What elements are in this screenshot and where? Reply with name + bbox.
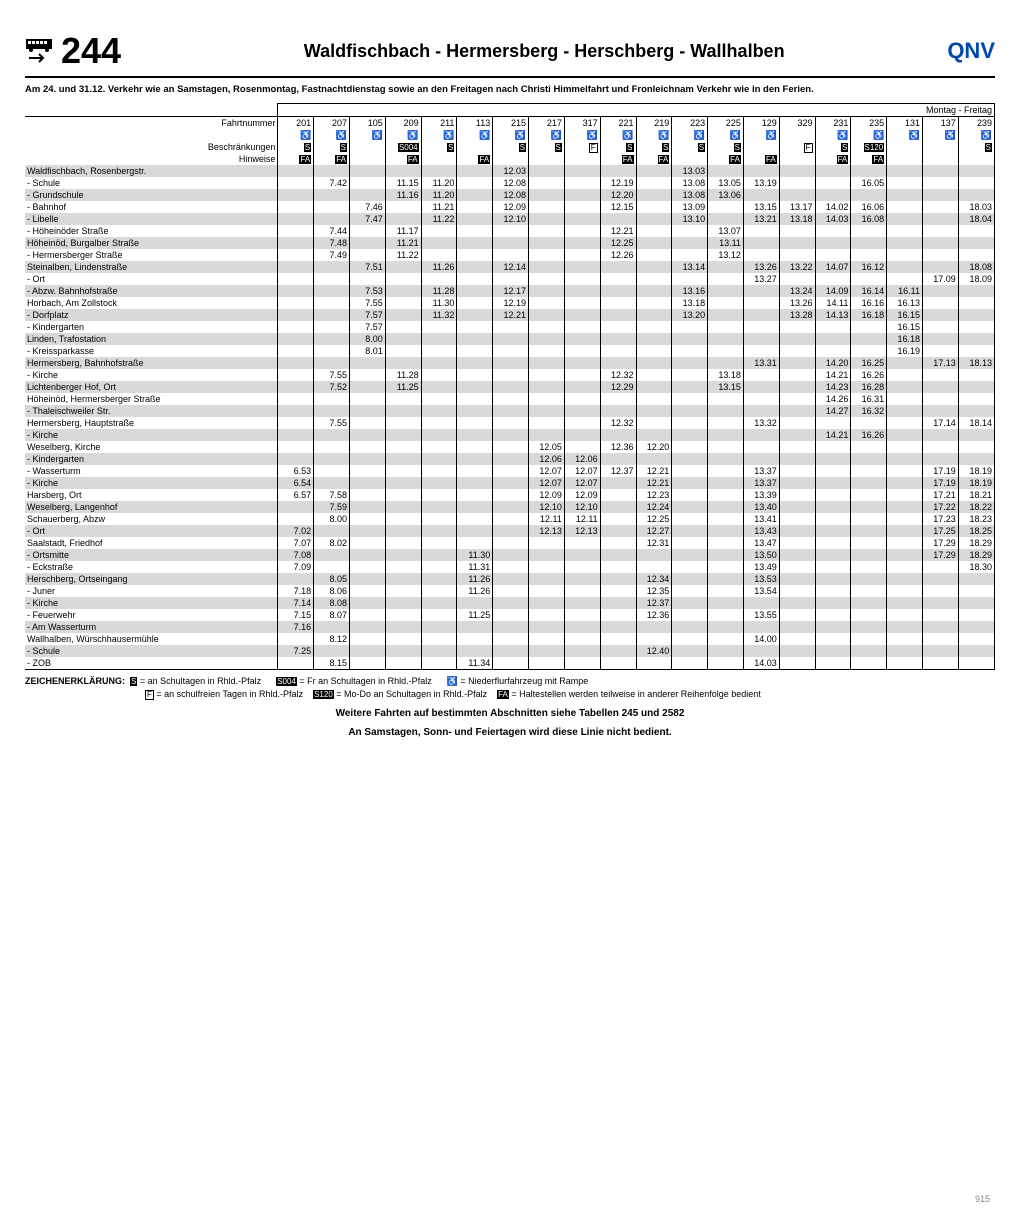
footer-note-1: Weitere Fahrten auf bestimmten Abschnitt… bbox=[25, 708, 995, 719]
footer-note-2: An Samstagen, Sonn- und Feiertagen wird … bbox=[25, 727, 995, 738]
timetable-row: - Dorfplatz7.5711.3212.2113.2013.2814.13… bbox=[25, 309, 995, 321]
timetable-row: Wallhalben, Würschhausermühle8.1214.00 bbox=[25, 633, 995, 645]
timetable-row: - Schule7.4211.1511.2012.0812.1913.0813.… bbox=[25, 177, 995, 189]
timetable-row: - Kirche6.5412.0712.0712.2113.3717.1918.… bbox=[25, 477, 995, 489]
timetable-row: - Kindergarten12.0612.06 bbox=[25, 453, 995, 465]
timetable-row: Weselberg, Kirche12.0512.3612.20 bbox=[25, 441, 995, 453]
timetable-row: - Am Wasserturm7.16 bbox=[25, 621, 995, 633]
timetable-row: - Eckstraße7.0911.3113.4918.30 bbox=[25, 561, 995, 573]
route-title: Waldfischbach - Hermersberg - Herschberg… bbox=[141, 41, 947, 62]
timetable-row: - Abzw. Bahnhofstraße7.5311.2812.1713.16… bbox=[25, 285, 995, 297]
page-number: 915 bbox=[975, 1194, 990, 1204]
timetable-row: - Hermersberger Straße7.4911.2212.2613.1… bbox=[25, 249, 995, 261]
timetable-row: - Libelle7.4711.2212.1013.1013.2113.1814… bbox=[25, 213, 995, 225]
timetable-row: Lichtenberger Hof, Ort7.5211.2512.2913.1… bbox=[25, 381, 995, 393]
timetable-row: Steinalben, Lindenstraße7.5111.2612.1413… bbox=[25, 261, 995, 273]
timetable-row: - ZOB8.1511.3414.03 bbox=[25, 657, 995, 670]
timetable-row: Herschberg, Ortseingang8.0511.2612.3413.… bbox=[25, 573, 995, 585]
timetable-row: - Kreissparkasse8.0116.19 bbox=[25, 345, 995, 357]
timetable-head: Montag - FreitagFahrtnummer2012071052092… bbox=[25, 104, 995, 166]
timetable-row: - Kirche14.2116.26 bbox=[25, 429, 995, 441]
timetable-row: Waldfischbach, Rosenbergstr.12.0313.03 bbox=[25, 165, 995, 177]
route-number: 244 bbox=[61, 30, 121, 72]
timetable-row: Hermersberg, Bahnhofstraße13.3114.2016.2… bbox=[25, 357, 995, 369]
timetable-row: - Grundschule11.1611.2012.0812.2013.0813… bbox=[25, 189, 995, 201]
timetable-row: Höheinöd, Burgalber Straße7.4811.2112.25… bbox=[25, 237, 995, 249]
timetable-row: - Bahnhof7.4611.2112.0912.1513.0913.1513… bbox=[25, 201, 995, 213]
timetable-row: Hermersberg, Hauptstraße7.5512.3213.3217… bbox=[25, 417, 995, 429]
timetable-row: - Schule7.2512.40 bbox=[25, 645, 995, 657]
timetable: Montag - FreitagFahrtnummer2012071052092… bbox=[25, 103, 995, 670]
timetable-row: - Juner7.188.0611.2612.3513.54 bbox=[25, 585, 995, 597]
timetable-row: - Ort7.0212.1312.1312.2713.4317.2518.25 bbox=[25, 525, 995, 537]
timetable-row: - Kirche7.5511.2812.3213.1814.2116.26 bbox=[25, 369, 995, 381]
operator-code: QNV bbox=[947, 38, 995, 64]
timetable-row: - Thaleischweiler Str.14.2716.32 bbox=[25, 405, 995, 417]
timetable-row: - Höheinöder Straße7.4411.1712.2113.07 bbox=[25, 225, 995, 237]
timetable-row: - Wasserturm6.5312.0712.0712.3712.2113.3… bbox=[25, 465, 995, 477]
timetable-row: Harsberg, Ort6.577.5812.0912.0912.2313.3… bbox=[25, 489, 995, 501]
legend: ZEICHENERKLÄRUNG: S = an Schultagen in R… bbox=[25, 676, 995, 700]
timetable-row: Höheinöd, Hermersberger Straße14.2616.31 bbox=[25, 393, 995, 405]
timetable-row: Linden, Trafostation8.0016.18 bbox=[25, 333, 995, 345]
top-note: Am 24. und 31.12. Verkehr wie an Samstag… bbox=[25, 84, 995, 95]
page-header: 244 Waldfischbach - Hermersberg - Hersch… bbox=[25, 30, 995, 78]
timetable-row: - Ort13.2717.0918.09 bbox=[25, 273, 995, 285]
timetable-row: Saalstadt, Friedhof7.078.0212.3113.4717.… bbox=[25, 537, 995, 549]
timetable-row: - Feuerwehr7.158.0711.2512.3613.55 bbox=[25, 609, 995, 621]
timetable-row: - Kindergarten7.5716.15 bbox=[25, 321, 995, 333]
timetable-row: - Kirche7.148.0812.37 bbox=[25, 597, 995, 609]
timetable-body: Waldfischbach, Rosenbergstr.12.0313.03- … bbox=[25, 165, 995, 670]
bus-icon bbox=[25, 39, 53, 63]
timetable-row: - Ortsmitte7.0811.3013.5017.2918.29 bbox=[25, 549, 995, 561]
timetable-row: Weselberg, Langenhof7.5912.1012.1012.241… bbox=[25, 501, 995, 513]
timetable-row: Schauerberg, Abzw8.0012.1112.1112.2513.4… bbox=[25, 513, 995, 525]
timetable-row: Horbach, Am Zollstock7.5511.3012.1913.18… bbox=[25, 297, 995, 309]
